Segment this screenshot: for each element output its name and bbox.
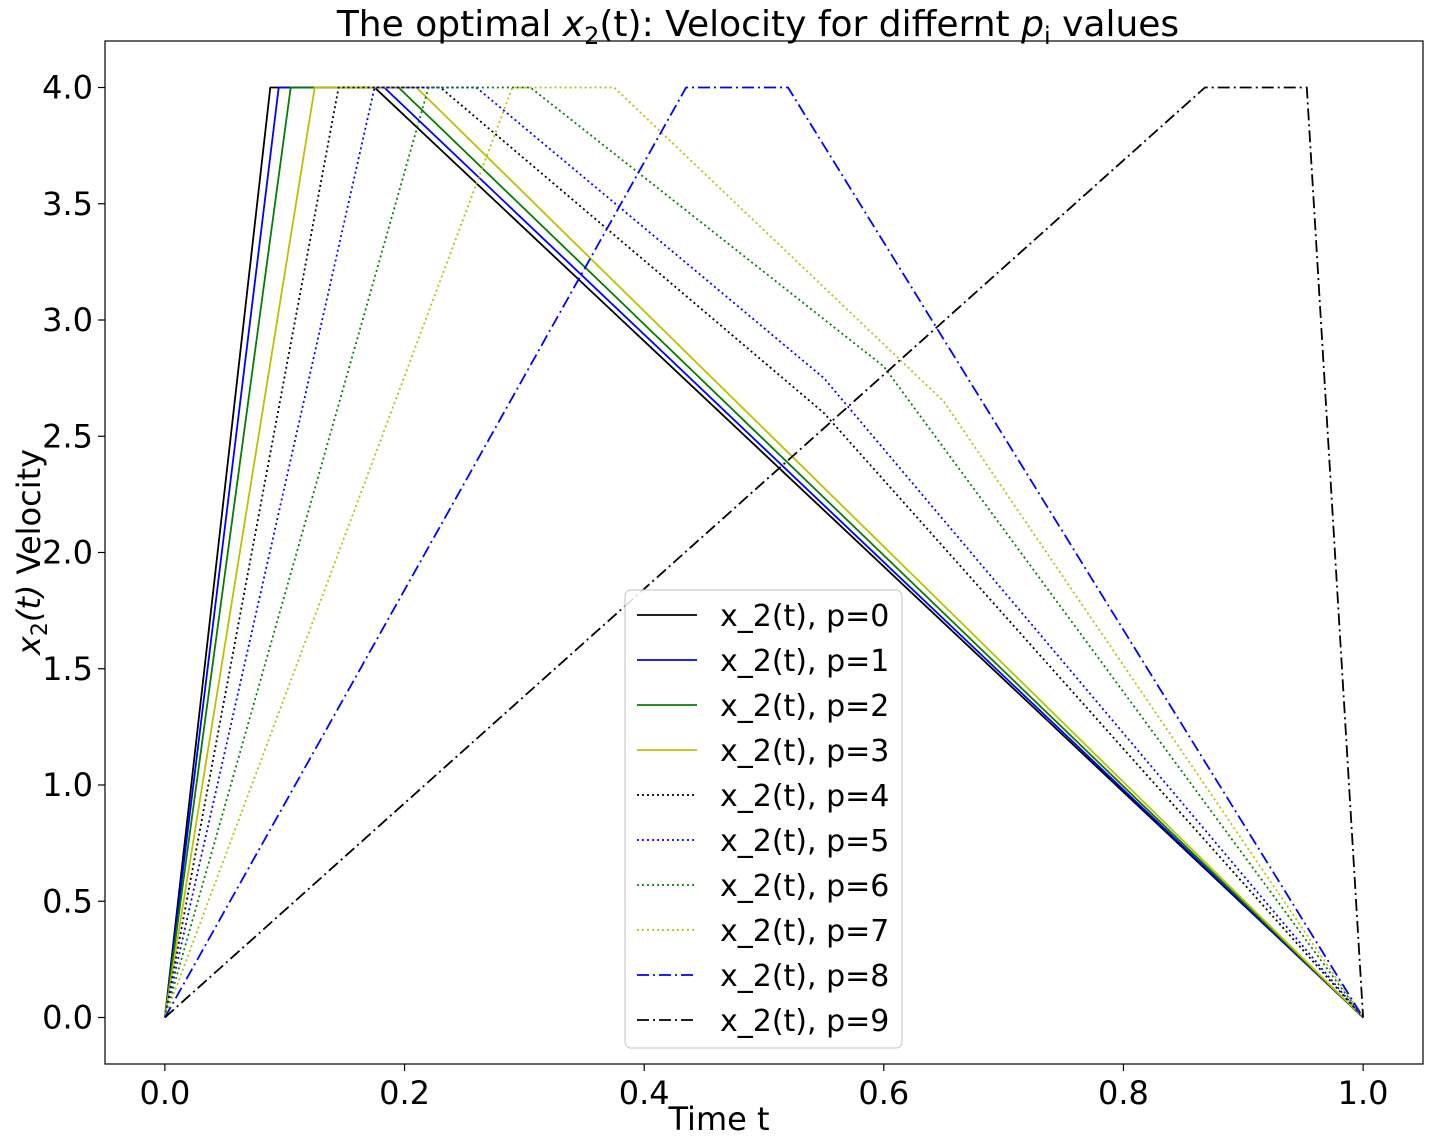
y-tick-label: 1.5 [42,650,93,688]
y-tick-label: 3.0 [42,301,93,339]
series-layer [164,86,1364,1019]
x-tick-label: 0.2 [379,1074,430,1112]
x-tick-label: 1.0 [1338,1074,1389,1112]
series-line-p7 [164,86,1364,1019]
y-tick-label: 0.0 [42,999,93,1037]
y-tick-label: 0.5 [42,882,93,920]
y-tick-label: 4.0 [42,69,93,107]
y-tick-label: 2.0 [42,534,93,572]
series-line-p4 [164,86,1364,1019]
x-tick-label: 0.0 [139,1074,190,1112]
x-axis-label: Time t [667,1100,769,1138]
legend-label: x_2(t), p=1 [720,644,889,679]
y-axis-ticks: 0.0 0.5 1.0 1.5 2.0 2.5 3.0 3.5 4.0 [42,69,105,1037]
legend-label: x_2(t), p=6 [720,869,889,904]
y-axis-label: x2(t) Velocity [10,449,53,656]
series-line-p5 [164,86,1364,1019]
series-line-p8 [164,86,1364,1018]
y-tick-label: 2.5 [42,417,93,455]
x-axis-ticks: 0.0 0.2 0.4 0.6 0.8 1.0 [139,1064,1389,1112]
series-line-p3 [164,86,1364,1019]
x-tick-label: 0.8 [1098,1074,1149,1112]
series-line-p9 [164,86,1364,1019]
x-tick-label: 0.6 [858,1074,909,1112]
legend-label: x_2(t), p=4 [720,779,889,814]
chart-title: The optimal x2(t): Velocity for differnt… [336,4,1179,50]
legend-label: x_2(t), p=3 [720,734,889,769]
legend-label: x_2(t), p=7 [720,914,889,949]
y-tick-label: 1.0 [42,766,93,804]
legend-label: x_2(t), p=5 [720,824,889,859]
legend-label: x_2(t), p=9 [720,1004,889,1039]
legend-label: x_2(t), p=2 [720,689,889,724]
legend-label: x_2(t), p=8 [720,959,889,994]
legend-label: x_2(t), p=0 [720,599,889,634]
legend: x_2(t), p=0 x_2(t), p=1 x_2(t), p=2 x_2(t),… [624,589,903,1049]
x-tick-label: 0.4 [619,1074,670,1112]
y-tick-label: 3.5 [42,185,93,223]
